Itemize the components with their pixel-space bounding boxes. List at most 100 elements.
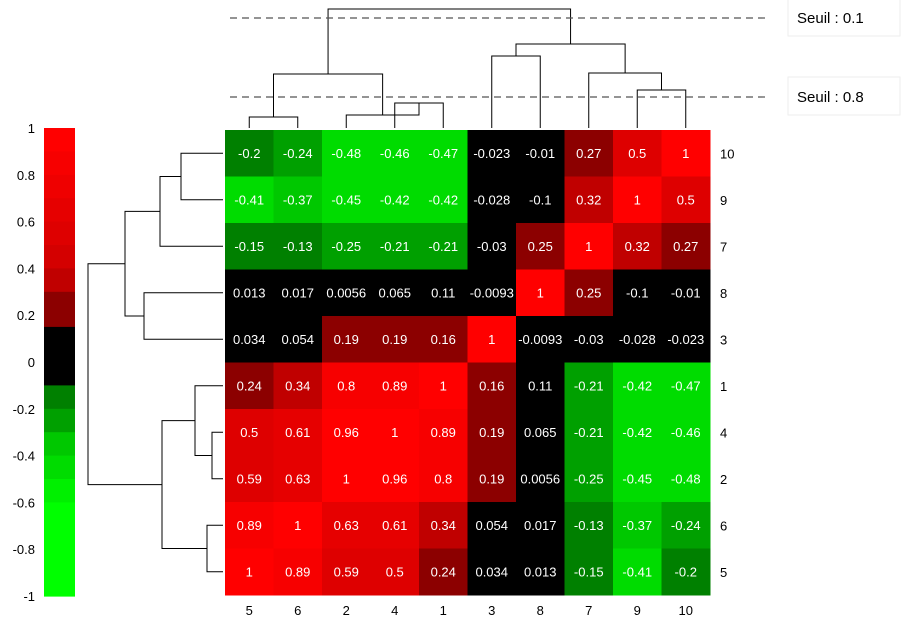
heatmap-cell — [322, 502, 371, 549]
scale-tick-label: -1 — [23, 589, 35, 604]
row-label: 3 — [720, 332, 727, 347]
column-label: 1 — [440, 603, 447, 618]
scale-color-band — [44, 291, 75, 328]
cell-value-label: -0.24 — [671, 518, 701, 533]
cell-value-label: 0.11 — [528, 378, 552, 393]
cell-value-label: -0.25 — [574, 471, 604, 486]
heatmap-cell — [322, 548, 371, 596]
heatmap-cell — [273, 269, 323, 317]
scale-tick-label: 0.6 — [17, 215, 35, 230]
heatmap-cell — [564, 548, 614, 596]
dendrogram-branch — [143, 292, 223, 340]
dendrogram-branch — [273, 73, 384, 117]
cell-value-label: 0.63 — [334, 518, 359, 533]
cell-value-label: 0.89 — [237, 518, 262, 533]
row-label: 7 — [720, 239, 727, 254]
cell-value-label: 0.19 — [479, 471, 504, 486]
cell-value-label: 0.5 — [677, 192, 695, 207]
heatmap-cell — [467, 455, 517, 503]
heatmap-cell — [419, 362, 468, 410]
heatmap-cell — [370, 130, 420, 177]
row-label: 10 — [720, 146, 734, 161]
heatmap-cell — [564, 176, 614, 224]
cell-value-label: 0.054 — [475, 518, 508, 533]
threshold-label: Seuil : 0.1 — [797, 10, 864, 27]
heatmap-cell — [516, 316, 565, 363]
cell-value-label: 1 — [634, 192, 641, 207]
cell-value-label: 0.27 — [576, 146, 601, 161]
cell-value-label: 0.34 — [285, 378, 310, 393]
dendrogram-branch — [194, 385, 223, 456]
cell-value-label: 0.61 — [382, 518, 407, 533]
cell-value-label: -0.03 — [574, 332, 604, 347]
heatmap-cell — [419, 223, 468, 270]
heatmap-cell — [322, 176, 371, 224]
cell-value-label: -0.47 — [428, 146, 458, 161]
heatmap-cell — [225, 502, 274, 549]
scale-color-band — [44, 432, 75, 457]
heatmap-cell — [613, 409, 662, 456]
heatmap-cell — [661, 316, 711, 363]
cell-value-label: 0.017 — [281, 285, 314, 300]
dendrogram-branch — [180, 152, 223, 201]
heatmap-cell — [322, 223, 371, 270]
heatmap-cell — [613, 316, 662, 363]
heatmap-cell — [564, 502, 614, 549]
column-tick-labels: 5 6 2 4 1 3 8 7 9 10 — [246, 603, 693, 618]
cell-value-label: 0.61 — [285, 425, 310, 440]
cell-value-label: 0.16 — [479, 378, 504, 393]
scale-tick-label: 0.2 — [17, 308, 35, 323]
heatmap-cell — [661, 548, 711, 596]
cell-value-label: 0.59 — [237, 471, 262, 486]
heatmap-cell — [564, 455, 614, 503]
scale-tick-label: 0.4 — [17, 261, 35, 276]
column-label: 7 — [585, 603, 592, 618]
cell-value-label: 0.59 — [334, 564, 359, 579]
heatmap-cell — [419, 548, 468, 596]
scale-color-band — [44, 151, 75, 176]
cell-value-label: -0.21 — [574, 378, 604, 393]
cell-value-label: -0.37 — [283, 192, 313, 207]
dendrogram-branch — [124, 210, 160, 317]
heatmap-cell — [370, 269, 420, 317]
cell-value-label: 0.34 — [431, 518, 456, 533]
heatmap-cell — [467, 316, 517, 363]
dendrogram-branch — [211, 431, 223, 480]
cell-value-label: 0.89 — [431, 425, 456, 440]
heatmap-cell — [225, 409, 274, 456]
threshold-label-box — [787, 0, 901, 37]
heatmap-cell — [225, 269, 274, 317]
heatmap-cell — [322, 130, 371, 177]
dendrogram-branch — [636, 89, 687, 128]
scale-color-band — [44, 198, 75, 223]
cell-value-label: 0.5 — [386, 564, 404, 579]
cell-value-label: 0.19 — [382, 332, 407, 347]
cell-value-label: 1 — [294, 518, 301, 533]
heatmap-cell — [225, 362, 274, 410]
cell-value-label: -0.01 — [525, 146, 555, 161]
cell-value-label: 1 — [391, 425, 398, 440]
cell-value-label: 0.25 — [528, 239, 553, 254]
cell-value-label: -0.42 — [428, 192, 458, 207]
cell-value-label: -0.15 — [234, 239, 264, 254]
cell-value-label: 0.63 — [285, 471, 310, 486]
cell-value-label: 0.11 — [431, 285, 455, 300]
cell-value-label: -0.37 — [622, 518, 652, 533]
heatmap-cell — [225, 130, 274, 177]
scale-tick-label: -0.8 — [13, 542, 35, 557]
heatmap-cell — [273, 548, 323, 596]
heatmap-cell — [467, 130, 517, 177]
heatmap-cell — [516, 269, 565, 317]
heatmap-cell — [661, 269, 711, 317]
cell-value-label: -0.1 — [529, 192, 551, 207]
cell-value-label: -0.01 — [671, 285, 701, 300]
cell-value-label: -0.21 — [428, 239, 458, 254]
cell-value-label: 1 — [537, 285, 544, 300]
heatmap-cell — [370, 548, 420, 596]
heatmap-cell — [467, 269, 517, 317]
scale-tick-label: 1 — [28, 121, 35, 136]
heatmap-cell — [273, 176, 323, 224]
heatmap-cell — [419, 409, 468, 456]
cell-value-label: 0.27 — [673, 239, 698, 254]
